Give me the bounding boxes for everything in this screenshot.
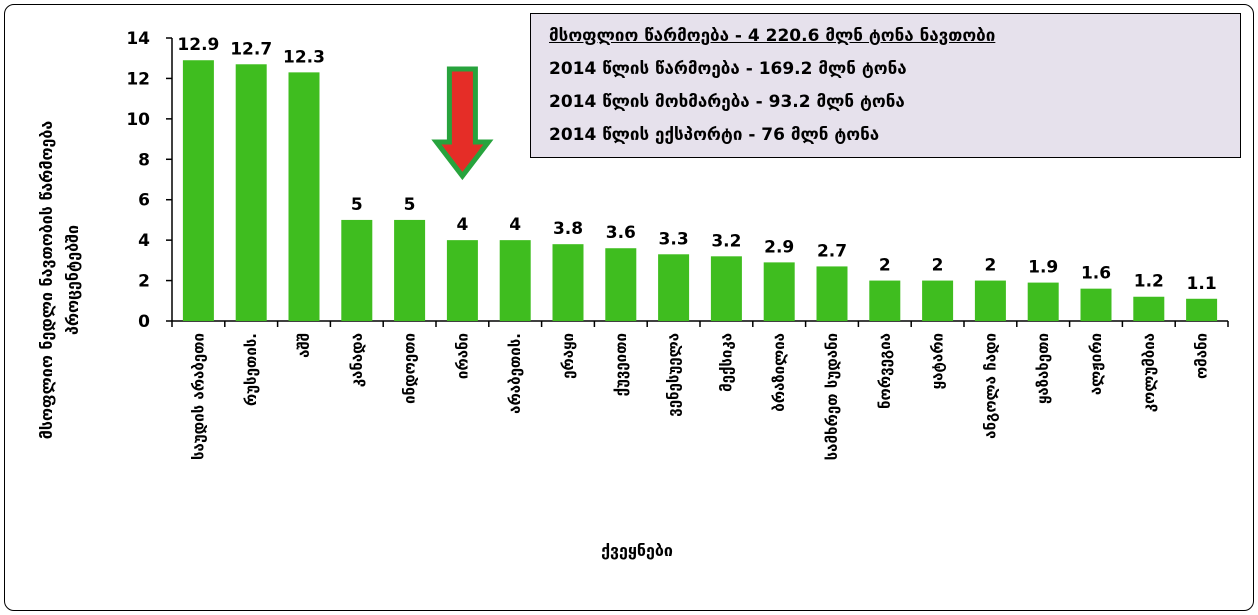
y-axis-title-line1: მსოფლიო ნედლი ნავთობის წარმოება xyxy=(37,121,56,440)
bar xyxy=(1186,298,1218,321)
data-label: 3.8 xyxy=(553,219,583,239)
category-label: საუდის არაბეთი xyxy=(189,333,207,460)
bar xyxy=(446,240,478,321)
category-label: ანგოლა ჩადი xyxy=(981,333,999,439)
info-line-world-production: მსოფლიო წარმოება - 4 220.6 მლნ ტონა ნავთ… xyxy=(549,26,996,46)
y-tick-label: 4 xyxy=(138,231,150,251)
data-label: 2 xyxy=(932,256,944,276)
data-label: 1.9 xyxy=(1028,258,1058,278)
y-tick-label: 2 xyxy=(138,272,150,292)
category-label: კანადა xyxy=(348,333,366,387)
data-label: 12.9 xyxy=(177,35,219,55)
bar xyxy=(341,219,373,321)
category-label: არაბეთის. xyxy=(506,333,524,414)
category-label: კოლუმბია xyxy=(1140,333,1158,412)
bar xyxy=(499,240,531,321)
data-label: 5 xyxy=(404,195,416,215)
info-line-export-2014: 2014 წლის ექსპორტი - 76 მლნ ტონა xyxy=(549,125,880,145)
category-label: რუსეთის. xyxy=(242,333,260,406)
category-label: მექსიკა xyxy=(717,333,735,392)
data-label: 3.6 xyxy=(606,223,636,243)
bar xyxy=(605,248,637,321)
bar xyxy=(922,280,954,321)
data-label: 1.6 xyxy=(1081,264,1111,284)
category-label: ქუვეითი xyxy=(612,333,630,396)
category-label: სამხრეთ სუდანი xyxy=(823,333,841,460)
data-label: 2.7 xyxy=(817,241,847,261)
y-tick-label: 6 xyxy=(138,191,150,211)
down-arrow-icon xyxy=(431,66,494,181)
bar xyxy=(182,60,214,321)
data-label: 4 xyxy=(509,215,521,235)
bar xyxy=(816,266,848,321)
y-tick-label: 12 xyxy=(126,69,150,89)
category-label: ყაზახეთი xyxy=(1034,333,1052,404)
category-label: ომანი xyxy=(1193,333,1211,379)
data-label: 2 xyxy=(984,256,996,276)
category-label: ბრაზილია xyxy=(770,333,788,412)
data-label: 12.3 xyxy=(283,47,325,67)
data-label: 5 xyxy=(351,195,363,215)
data-label: 12.7 xyxy=(230,39,272,59)
y-axis-title-line2: პროცენტებში xyxy=(63,225,82,335)
category-label: ინდოეთი xyxy=(401,333,419,404)
data-label: 2 xyxy=(879,256,891,276)
category-label: ირანი xyxy=(453,333,471,379)
category-label: ერაყი xyxy=(559,333,577,379)
data-label: 4 xyxy=(456,215,468,235)
bar xyxy=(394,219,426,321)
x-axis-title: ქვეყნები xyxy=(601,541,673,560)
bar xyxy=(552,244,584,321)
category-label: ვენესუელა xyxy=(665,333,683,417)
bar xyxy=(974,280,1006,321)
bar xyxy=(658,254,690,321)
category-label: ყატარი xyxy=(929,333,947,389)
y-tick-label: 8 xyxy=(138,150,150,170)
bar xyxy=(288,72,320,321)
y-tick-label: 0 xyxy=(138,312,150,332)
data-label: 1.2 xyxy=(1134,272,1164,292)
category-label: ნორვეგია xyxy=(876,333,894,409)
info-box: მსოფლიო წარმოება - 4 220.6 მლნ ტონა ნავთ… xyxy=(530,13,1241,158)
y-tick-label: 14 xyxy=(126,29,150,49)
data-label: 1.1 xyxy=(1187,274,1217,294)
bar xyxy=(763,262,795,321)
category-label: აშშ xyxy=(295,333,313,358)
bar xyxy=(1080,288,1112,321)
info-line-production-2014: 2014 წლის წარმოება - 169.2 მლნ ტონა xyxy=(549,59,907,79)
info-line-consumption-2014: 2014 წლის მოხმარება - 93.2 მლნ ტონა xyxy=(549,92,905,112)
data-label: 3.3 xyxy=(659,229,689,249)
bar xyxy=(869,280,901,321)
bar xyxy=(1027,282,1059,321)
bar xyxy=(1133,296,1165,321)
data-label: 3.2 xyxy=(711,231,741,251)
bar xyxy=(235,64,267,322)
category-label: ალჟირი xyxy=(1087,333,1105,395)
bar xyxy=(710,256,742,321)
data-label: 2.9 xyxy=(764,237,794,257)
y-tick-label: 10 xyxy=(126,110,150,130)
